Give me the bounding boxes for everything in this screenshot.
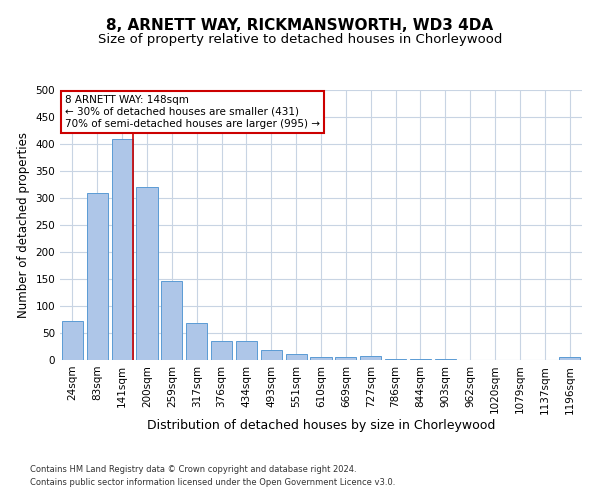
Bar [62, 320, 83, 360]
Text: 8, ARNETT WAY, RICKMANSWORTH, WD3 4DA: 8, ARNETT WAY, RICKMANSWORTH, WD3 4DA [106, 18, 494, 32]
Bar [310, 357, 332, 360]
Bar [385, 359, 406, 360]
Bar [261, 350, 282, 360]
Bar [136, 187, 158, 360]
Bar [211, 340, 232, 360]
Bar [236, 340, 257, 360]
Bar [360, 356, 381, 360]
X-axis label: Distribution of detached houses by size in Chorleywood: Distribution of detached houses by size … [147, 419, 495, 432]
Y-axis label: Number of detached properties: Number of detached properties [17, 132, 30, 318]
Bar [435, 359, 456, 360]
Bar [559, 358, 580, 360]
Text: 8 ARNETT WAY: 148sqm
← 30% of detached houses are smaller (431)
70% of semi-deta: 8 ARNETT WAY: 148sqm ← 30% of detached h… [65, 96, 320, 128]
Bar [410, 359, 431, 360]
Bar [335, 357, 356, 360]
Bar [87, 192, 108, 360]
Text: Contains public sector information licensed under the Open Government Licence v3: Contains public sector information licen… [30, 478, 395, 487]
Bar [286, 354, 307, 360]
Bar [161, 280, 182, 360]
Text: Size of property relative to detached houses in Chorleywood: Size of property relative to detached ho… [98, 32, 502, 46]
Bar [112, 138, 133, 360]
Text: Contains HM Land Registry data © Crown copyright and database right 2024.: Contains HM Land Registry data © Crown c… [30, 466, 356, 474]
Bar [186, 324, 207, 360]
